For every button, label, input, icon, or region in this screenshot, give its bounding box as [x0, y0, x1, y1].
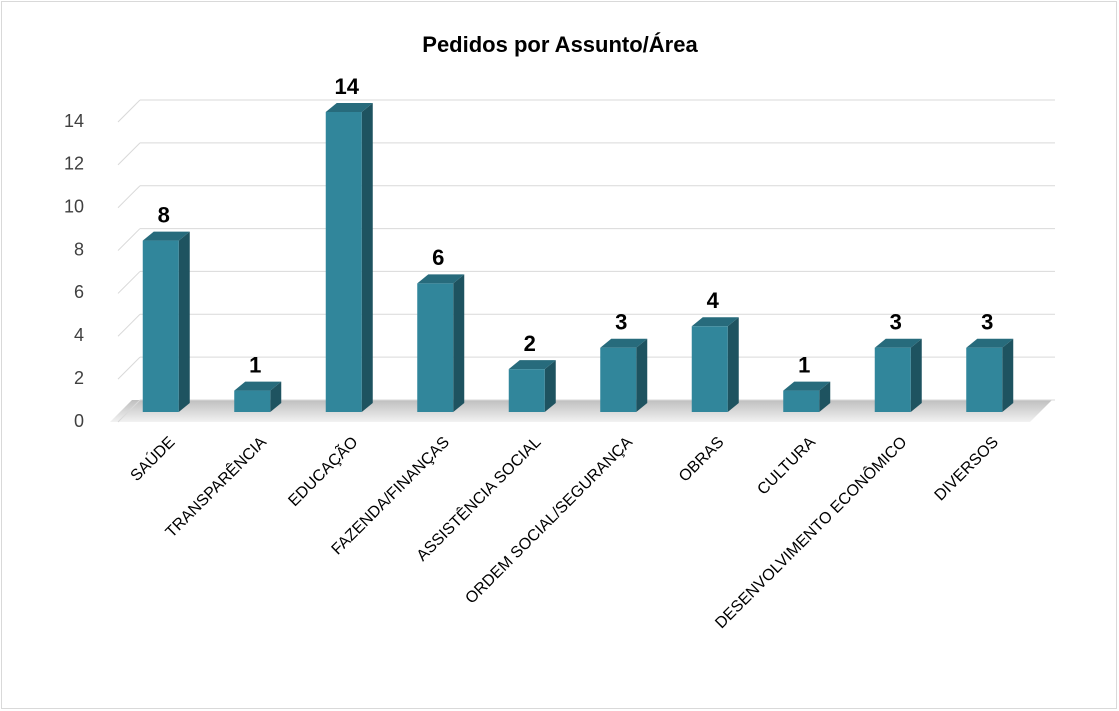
grid-line	[117, 356, 141, 380]
bar	[783, 390, 820, 412]
value-label: 8	[158, 202, 170, 227]
grid-line	[117, 185, 141, 209]
value-label: 14	[335, 74, 360, 99]
grid-line	[117, 142, 141, 166]
bar	[874, 347, 911, 412]
bar-side	[910, 338, 922, 412]
bar-side	[453, 274, 465, 412]
bar-top	[325, 103, 373, 112]
y-tick-label: 6	[74, 282, 84, 302]
grid-line	[117, 271, 141, 294]
value-label: 3	[890, 310, 902, 335]
value-label: 3	[981, 310, 993, 335]
y-tick-label: 10	[64, 196, 84, 216]
grid-line	[117, 399, 141, 423]
value-label: 6	[432, 245, 444, 270]
bar	[142, 240, 179, 412]
bar-side	[544, 360, 556, 412]
bar-side	[361, 103, 373, 412]
bar-top	[142, 231, 190, 241]
y-tick-label: 12	[64, 154, 84, 174]
bar-side	[178, 231, 190, 412]
bar-top	[691, 317, 739, 327]
grid-line	[117, 99, 141, 123]
y-tick-label: 14	[64, 111, 84, 131]
value-label: 4	[707, 288, 720, 313]
value-label: 1	[798, 352, 810, 377]
bar	[417, 283, 454, 412]
bar-side	[727, 317, 739, 412]
bar	[325, 112, 362, 412]
bar	[508, 369, 545, 412]
value-label: 1	[249, 352, 261, 377]
bar-top	[966, 338, 1014, 348]
bar	[691, 326, 728, 412]
y-tick-label: 2	[74, 368, 84, 388]
value-label: 2	[524, 331, 536, 356]
bar-side	[270, 381, 282, 412]
y-tick-label: 8	[74, 239, 84, 259]
y-tick-label: 0	[74, 411, 84, 431]
bar-top	[417, 274, 465, 284]
bar-top	[783, 381, 831, 391]
value-label: 3	[615, 310, 627, 335]
bar-side	[1002, 338, 1014, 412]
chart-title: Pedidos por Assunto/Área	[422, 32, 698, 57]
bar-top	[234, 381, 282, 391]
bar	[234, 390, 271, 412]
bar-side	[636, 338, 648, 412]
bar-top	[874, 338, 922, 348]
y-tick-label: 4	[74, 325, 84, 345]
grid-line	[117, 228, 141, 251]
bar-top	[600, 338, 648, 348]
bar	[600, 347, 637, 412]
bar-top	[508, 360, 556, 370]
bar	[966, 347, 1003, 412]
grid-line	[117, 313, 141, 337]
bar-side	[819, 381, 831, 412]
